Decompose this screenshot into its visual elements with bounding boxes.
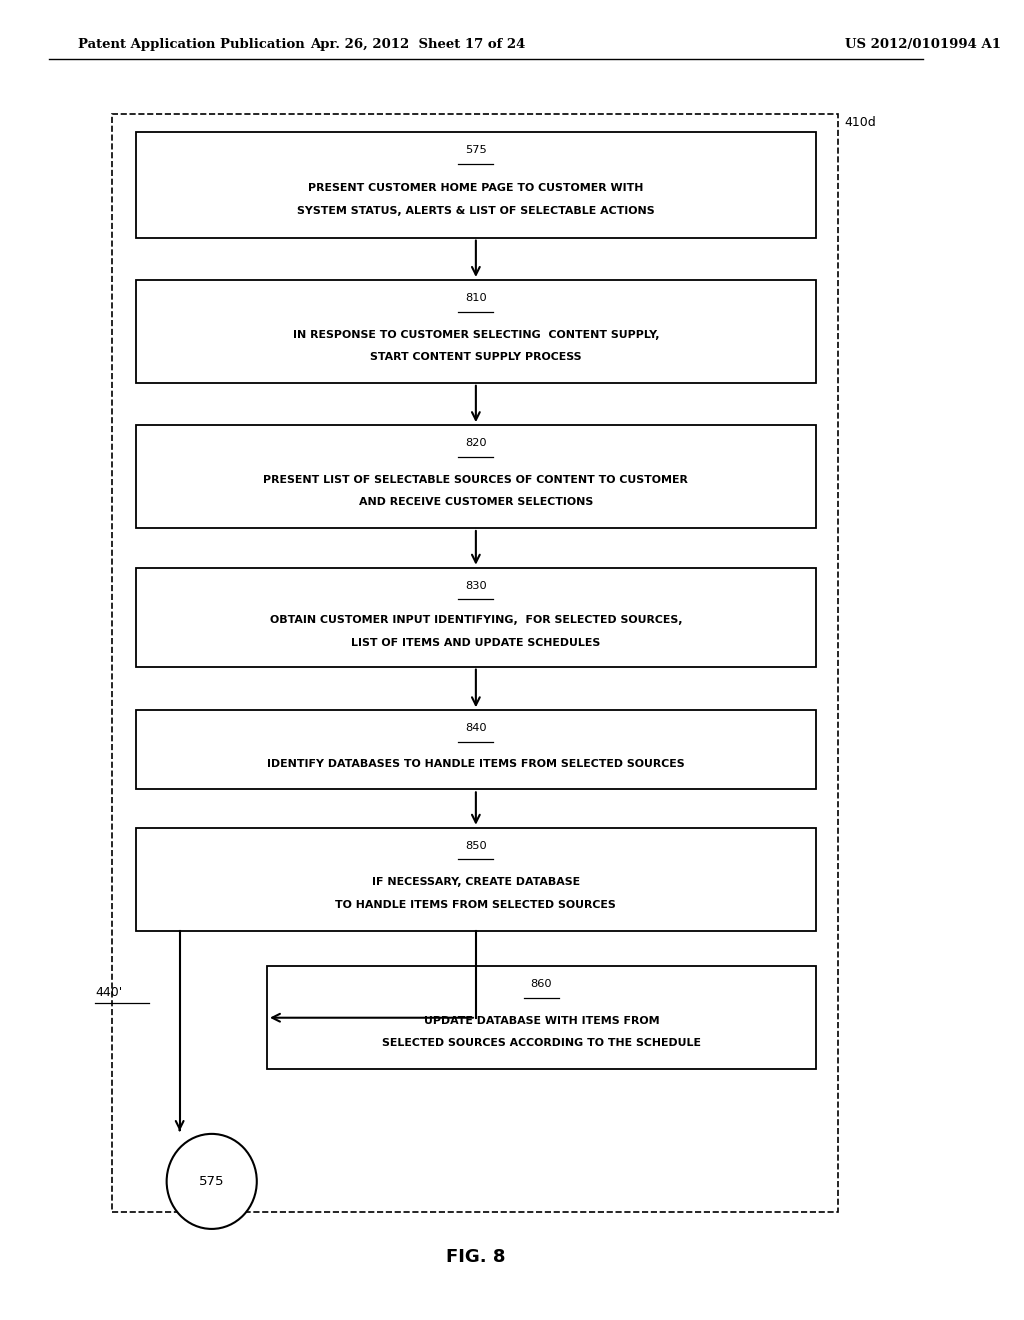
Text: US 2012/0101994 A1: US 2012/0101994 A1 — [845, 38, 1000, 51]
Text: SYSTEM STATUS, ALERTS & LIST OF SELECTABLE ACTIONS: SYSTEM STATUS, ALERTS & LIST OF SELECTAB… — [297, 206, 654, 215]
Text: IDENTIFY DATABASES TO HANDLE ITEMS FROM SELECTED SOURCES: IDENTIFY DATABASES TO HANDLE ITEMS FROM … — [267, 759, 685, 770]
Text: PRESENT CUSTOMER HOME PAGE TO CUSTOMER WITH: PRESENT CUSTOMER HOME PAGE TO CUSTOMER W… — [308, 183, 643, 193]
Text: 860: 860 — [530, 979, 552, 990]
Text: Apr. 26, 2012  Sheet 17 of 24: Apr. 26, 2012 Sheet 17 of 24 — [310, 38, 525, 51]
Text: FIG. 8: FIG. 8 — [446, 1247, 506, 1266]
Text: UPDATE DATABASE WITH ITEMS FROM: UPDATE DATABASE WITH ITEMS FROM — [424, 1016, 659, 1026]
Text: 850: 850 — [465, 841, 486, 851]
Text: SELECTED SOURCES ACCORDING TO THE SCHEDULE: SELECTED SOURCES ACCORDING TO THE SCHEDU… — [382, 1039, 700, 1048]
Text: 840: 840 — [465, 723, 486, 734]
Text: START CONTENT SUPPLY PROCESS: START CONTENT SUPPLY PROCESS — [370, 352, 582, 362]
Text: 575: 575 — [199, 1175, 224, 1188]
FancyBboxPatch shape — [136, 425, 816, 528]
FancyBboxPatch shape — [136, 132, 816, 238]
Ellipse shape — [167, 1134, 257, 1229]
FancyBboxPatch shape — [136, 828, 816, 931]
Text: AND RECEIVE CUSTOMER SELECTIONS: AND RECEIVE CUSTOMER SELECTIONS — [358, 498, 593, 507]
Text: 440': 440' — [95, 986, 123, 999]
Text: 575: 575 — [465, 145, 486, 156]
Text: Patent Application Publication: Patent Application Publication — [78, 38, 304, 51]
Text: OBTAIN CUSTOMER INPUT IDENTIFYING,  FOR SELECTED SOURCES,: OBTAIN CUSTOMER INPUT IDENTIFYING, FOR S… — [269, 615, 682, 626]
Text: 410d: 410d — [844, 116, 876, 129]
FancyBboxPatch shape — [136, 568, 816, 667]
FancyBboxPatch shape — [267, 966, 816, 1069]
Text: 830: 830 — [465, 581, 486, 591]
Text: IN RESPONSE TO CUSTOMER SELECTING  CONTENT SUPPLY,: IN RESPONSE TO CUSTOMER SELECTING CONTEN… — [293, 330, 659, 339]
Text: TO HANDLE ITEMS FROM SELECTED SOURCES: TO HANDLE ITEMS FROM SELECTED SOURCES — [336, 900, 616, 909]
Text: LIST OF ITEMS AND UPDATE SCHEDULES: LIST OF ITEMS AND UPDATE SCHEDULES — [351, 638, 600, 648]
Text: PRESENT LIST OF SELECTABLE SOURCES OF CONTENT TO CUSTOMER: PRESENT LIST OF SELECTABLE SOURCES OF CO… — [263, 475, 688, 484]
Text: IF NECESSARY, CREATE DATABASE: IF NECESSARY, CREATE DATABASE — [372, 878, 580, 887]
FancyBboxPatch shape — [136, 710, 816, 789]
Text: 810: 810 — [465, 293, 486, 304]
FancyBboxPatch shape — [136, 280, 816, 383]
Text: 820: 820 — [465, 438, 486, 449]
